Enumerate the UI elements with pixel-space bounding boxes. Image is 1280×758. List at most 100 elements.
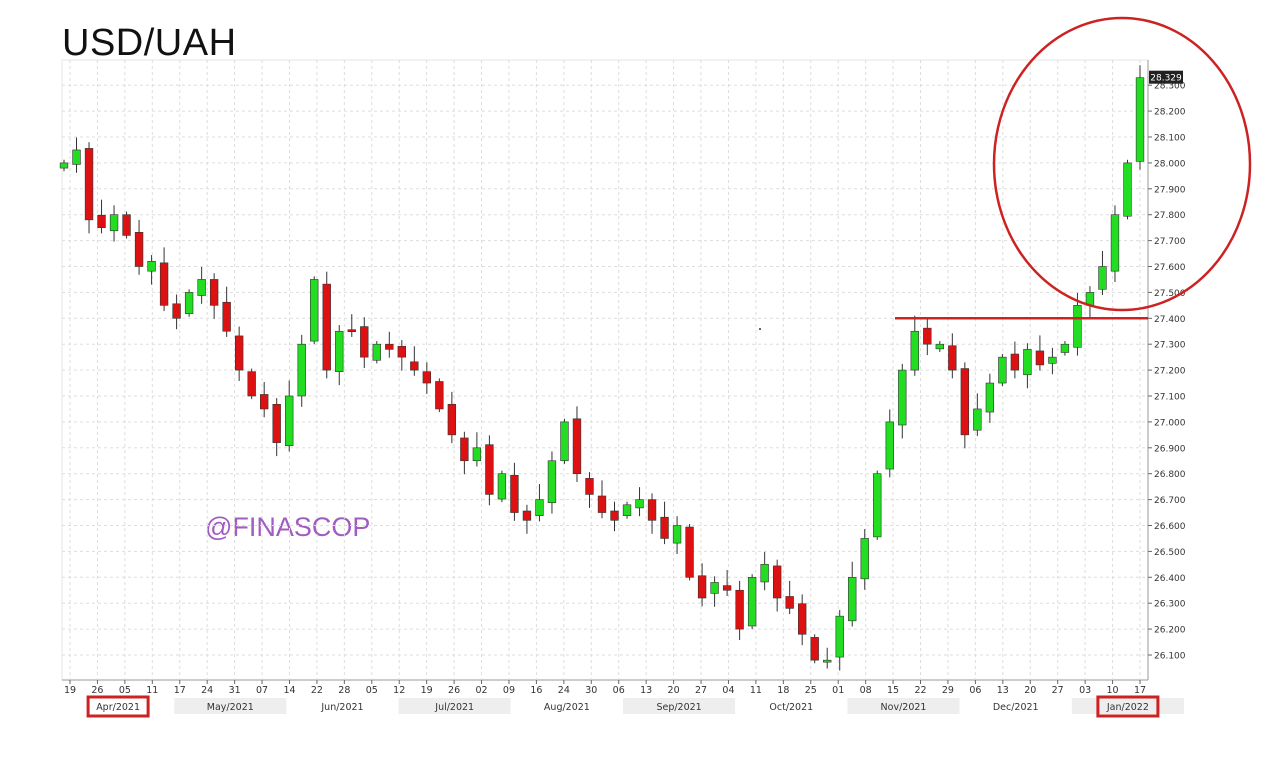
x-tick-label: 18 <box>777 685 789 696</box>
candle <box>873 470 882 541</box>
candles <box>59 65 1145 671</box>
candle <box>772 559 782 612</box>
candle-body <box>760 564 769 583</box>
x-tick-label: 12 <box>393 685 405 696</box>
candle-body <box>910 330 919 371</box>
candle <box>360 317 369 369</box>
x-tick-label: 19 <box>421 685 433 696</box>
candle-body <box>172 303 181 319</box>
candle-body <box>1135 77 1145 162</box>
annotations: 28.329 <box>759 16 1252 330</box>
x-tick-label: 05 <box>366 685 378 696</box>
x-tick-label: 19 <box>64 685 76 696</box>
candle-body <box>697 575 707 599</box>
candle <box>397 340 406 371</box>
x-tick-label: 27 <box>1052 685 1064 696</box>
x-tick-label: 09 <box>503 685 515 696</box>
candle-body <box>1048 356 1057 364</box>
candle <box>560 418 569 464</box>
candle-body <box>823 659 832 663</box>
candle <box>72 137 81 173</box>
month-axis: Apr/2021 May/2021 Jun/2021 Jul/2021 Aug/2021… <box>62 695 1184 718</box>
x-tick-label: 15 <box>887 685 899 696</box>
candle <box>1123 159 1132 220</box>
candle <box>635 487 644 517</box>
candle <box>985 373 995 423</box>
candle <box>184 289 194 317</box>
month-band <box>286 698 399 714</box>
candle <box>735 580 744 640</box>
candle-body <box>410 361 419 371</box>
candle <box>322 271 331 379</box>
candle <box>1085 286 1095 319</box>
candle <box>385 331 394 358</box>
month-band <box>174 698 287 714</box>
candle <box>347 314 356 337</box>
x-tick-label: 17 <box>174 685 186 696</box>
candle <box>247 368 256 400</box>
candle-body <box>935 343 944 350</box>
x-tick-label: 16 <box>530 685 542 696</box>
highlight-circle <box>992 16 1252 312</box>
y-tick-label: 27.900 <box>1154 185 1186 195</box>
candle-body <box>785 596 794 609</box>
candle-body <box>898 369 907 426</box>
candle-body <box>122 214 131 236</box>
candle-body <box>59 162 69 169</box>
y-tick-label: 26.900 <box>1154 444 1186 454</box>
candle <box>260 382 269 418</box>
x-tick-label: 22 <box>914 685 926 696</box>
candle-body <box>1110 214 1120 272</box>
candle-body <box>772 565 782 599</box>
month-label: Apr/2021 <box>96 702 140 713</box>
month-label: Aug/2021 <box>544 702 590 713</box>
candle <box>497 470 507 503</box>
candle-body <box>234 335 244 371</box>
candle <box>522 504 532 534</box>
candle-body <box>197 279 206 296</box>
candle-body <box>973 408 982 431</box>
candle-body <box>647 499 657 521</box>
candle-body <box>798 603 807 635</box>
y-tick-label: 28.300 <box>1154 82 1186 92</box>
y-tick-label: 26.300 <box>1154 600 1186 610</box>
chart-title: USD/UAH <box>62 22 237 64</box>
y-tick-label: 27.100 <box>1154 393 1186 403</box>
candle <box>335 325 344 386</box>
x-tick-label: 28 <box>338 685 350 696</box>
candle-body <box>272 403 281 443</box>
candle-body <box>1073 305 1082 348</box>
candle-body <box>1010 353 1020 371</box>
candle <box>898 363 907 439</box>
candle <box>109 205 119 242</box>
candle <box>510 462 519 521</box>
month-band <box>398 698 511 714</box>
x-tick-label: 26 <box>448 685 460 696</box>
candle <box>685 523 694 581</box>
candle-body <box>547 460 557 504</box>
candle-body <box>535 499 544 516</box>
month-band <box>959 698 1072 714</box>
candle <box>422 362 432 394</box>
candle <box>410 346 419 376</box>
candle-body <box>923 327 932 345</box>
candle-body <box>134 232 144 267</box>
candle <box>923 318 932 356</box>
candle <box>1010 341 1020 379</box>
candle <box>84 142 94 234</box>
candle-body <box>660 516 669 539</box>
x-tick-label: 10 <box>1107 685 1119 696</box>
x-axis-ticks: 19 26 05 11 17 24 31 07 14 22 28 05 12 19 26 02 09 16 24 30… <box>64 680 1146 696</box>
y-tick-label: 27.600 <box>1154 263 1186 273</box>
candle-body <box>1023 349 1032 376</box>
y-tick-label: 28.200 <box>1154 108 1186 118</box>
candle-body <box>860 538 869 580</box>
x-tick-label: 29 <box>942 685 954 696</box>
candle <box>1048 347 1057 375</box>
candle <box>59 159 69 172</box>
candle <box>710 576 719 607</box>
candle-body <box>1060 343 1070 353</box>
y-tick-label: 26.600 <box>1154 522 1186 532</box>
y-tick-label: 27.400 <box>1154 315 1186 325</box>
month-label: Oct/2021 <box>769 702 813 713</box>
